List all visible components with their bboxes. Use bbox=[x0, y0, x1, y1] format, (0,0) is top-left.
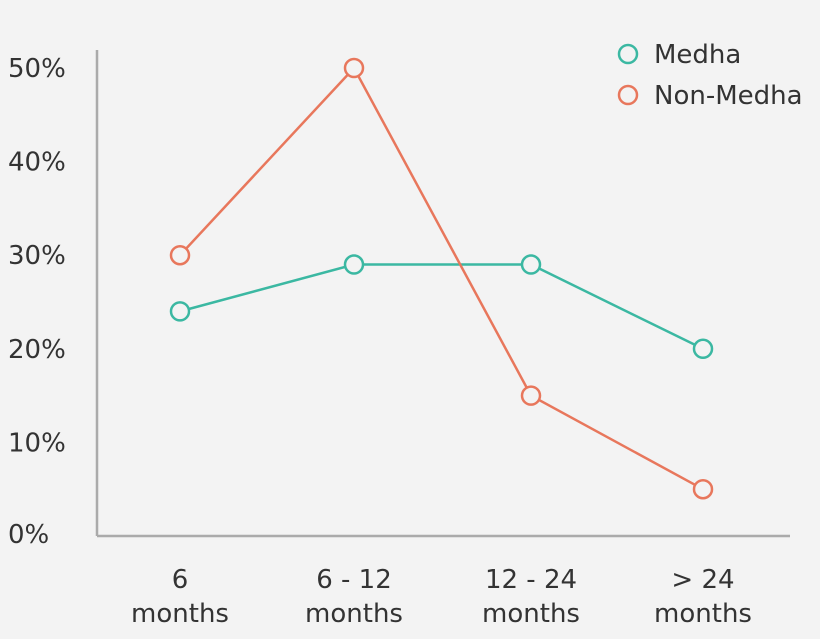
y-tick-label: 30% bbox=[8, 241, 66, 271]
legend-marker bbox=[617, 84, 639, 106]
series-layer bbox=[169, 57, 714, 500]
data-point-non-medha bbox=[520, 385, 542, 406]
series-non-medha bbox=[169, 57, 714, 500]
data-point-medha bbox=[343, 254, 365, 275]
x-tick-label: 6 months bbox=[131, 565, 229, 629]
x-tick-label: 6 - 12 months bbox=[305, 565, 403, 629]
data-point-non-medha bbox=[169, 244, 191, 266]
axes bbox=[95, 50, 790, 538]
legend: Medha Non-Medha bbox=[617, 40, 803, 111]
legend-item: Medha bbox=[617, 40, 741, 70]
data-point-non-medha bbox=[343, 57, 365, 79]
legend-item: Non-Medha bbox=[617, 81, 803, 111]
series-medha bbox=[169, 254, 714, 360]
x-tick-label: 12 - 24 months bbox=[482, 565, 580, 629]
data-point-medha bbox=[692, 338, 714, 360]
data-point-non-medha bbox=[692, 478, 714, 500]
legend-label: Medha bbox=[654, 40, 741, 70]
y-tick-label: 50% bbox=[8, 54, 66, 84]
data-point-medha bbox=[169, 301, 191, 322]
y-tick-label: 0% bbox=[8, 520, 49, 550]
series-line-medha bbox=[179, 263, 704, 350]
series-line-non-medha bbox=[179, 65, 704, 491]
legend-label: Non-Medha bbox=[654, 81, 803, 111]
x-tick-label: > 24 months bbox=[654, 565, 752, 629]
y-tick-label: 10% bbox=[8, 428, 66, 458]
legend-marker bbox=[617, 43, 639, 65]
y-tick-label: 40% bbox=[8, 148, 66, 178]
x-tick-labels: 6 months 6 - 12 months 12 - 24 months > 24 mont… bbox=[131, 565, 752, 629]
y-tick-label: 20% bbox=[8, 335, 66, 365]
data-point-medha bbox=[520, 254, 542, 275]
y-tick-labels: 0% 10% 20% 30% 40% 50% bbox=[8, 54, 66, 550]
